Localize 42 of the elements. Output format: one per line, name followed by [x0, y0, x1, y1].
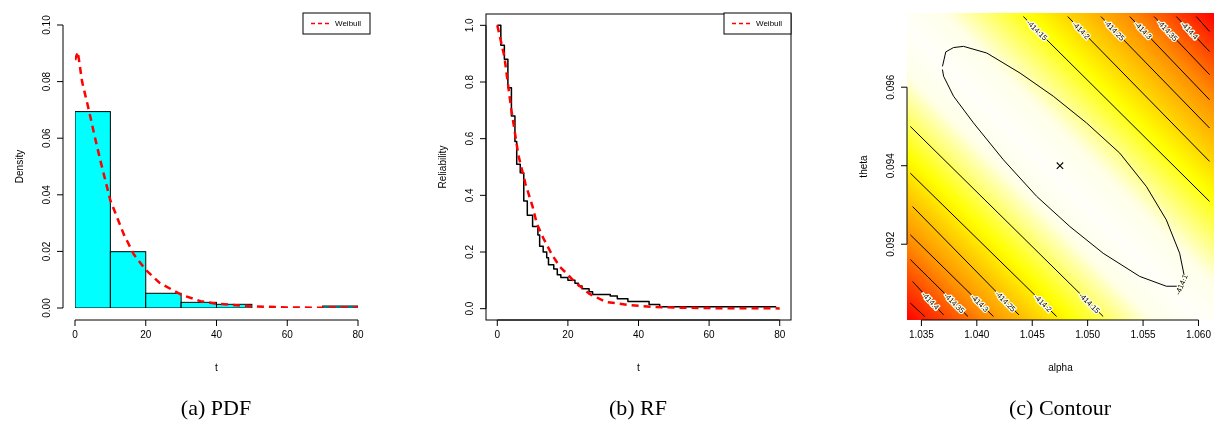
y-tick-label: 1.0 — [464, 17, 475, 33]
x-tick-label: 80 — [774, 329, 786, 340]
x-tick-label: 60 — [703, 329, 716, 340]
y-tick-label: 0.08 — [41, 71, 52, 92]
x-tick-label: 40 — [632, 329, 645, 340]
y-tick-label: 0.8 — [464, 74, 475, 89]
y-tick-label: 0.0 — [464, 301, 475, 316]
x-tick-label: 80 — [352, 329, 364, 340]
x-tick-label: 1.050 — [1075, 329, 1101, 340]
y-tick-label: 0.02 — [41, 241, 52, 262]
legend-label: Weibull — [756, 19, 783, 29]
x-tick-label: 1.035 — [908, 329, 935, 340]
y-tick-label: 0.4 — [464, 187, 475, 203]
y-tick-label: 0.096 — [885, 74, 896, 100]
x-tick-label: 1.055 — [1130, 329, 1157, 340]
x-tick-label: 40 — [210, 329, 223, 340]
y-tick-label: 0.092 — [885, 231, 896, 257]
text: (c) Contour — [1008, 395, 1112, 420]
x-axis-title: t — [637, 362, 641, 373]
x-tick-label: 60 — [281, 329, 294, 340]
y-axis-title: theta — [858, 154, 869, 178]
x-tick-label: 20 — [562, 329, 574, 340]
y-tick-label: 0.10 — [41, 14, 52, 35]
x-tick-label: 1.040 — [964, 329, 990, 340]
x-tick-label: 1.045 — [1019, 329, 1046, 340]
x-tick-label: 20 — [140, 329, 152, 340]
y-tick-label: 0.2 — [464, 244, 475, 259]
y-tick-label: 0.6 — [464, 131, 475, 146]
legend-label: Weibull — [335, 19, 362, 29]
y-tick-label: 0.04 — [41, 184, 52, 205]
y-axis-title: Reliability — [437, 145, 448, 189]
y-tick-label: 0.094 — [885, 152, 896, 179]
x-tick-label: 0 — [72, 329, 79, 340]
x-tick-label: 0 — [494, 329, 501, 340]
x-axis-title: alpha — [1048, 362, 1074, 373]
text: (a) PDF — [180, 395, 252, 420]
x-tick-label: 1.060 — [1185, 329, 1212, 340]
y-axis-title: Density — [14, 149, 25, 184]
y-tick-label: 0.00 — [41, 297, 52, 318]
text: (b) RF — [608, 395, 668, 420]
x-axis-title: t — [215, 362, 219, 373]
y-tick-label: 0.06 — [41, 128, 52, 148]
